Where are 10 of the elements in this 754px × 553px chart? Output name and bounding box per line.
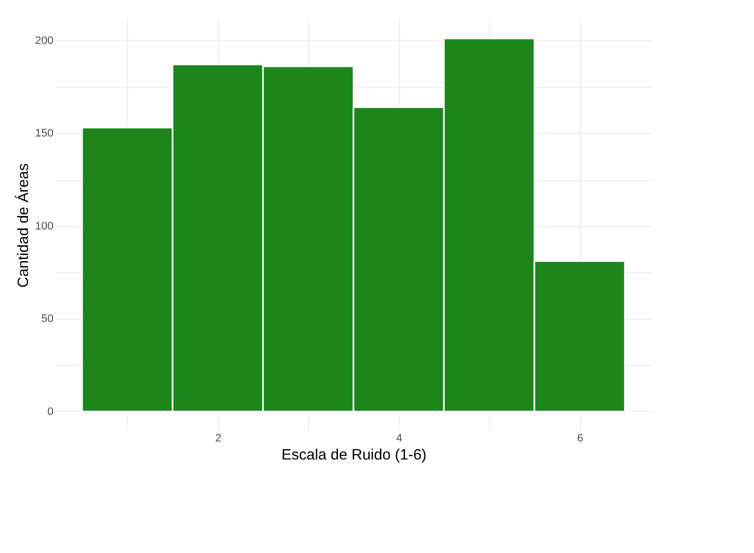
x-tick-label: 4 <box>396 432 402 444</box>
y-axis-title: Cantidad de Áreas <box>14 163 32 288</box>
x-tick-label: 2 <box>215 432 222 444</box>
y-tick-label: 50 <box>41 313 54 326</box>
y-tick-label: 200 <box>35 34 54 47</box>
y-tick-label: 0 <box>47 406 54 418</box>
y-tick-label: 100 <box>35 220 54 232</box>
y-tick-label: 150 <box>35 128 54 140</box>
x-axis-title: Escala de Ruido (1-6) <box>281 446 427 464</box>
x-tick-label: 6 <box>577 432 584 444</box>
